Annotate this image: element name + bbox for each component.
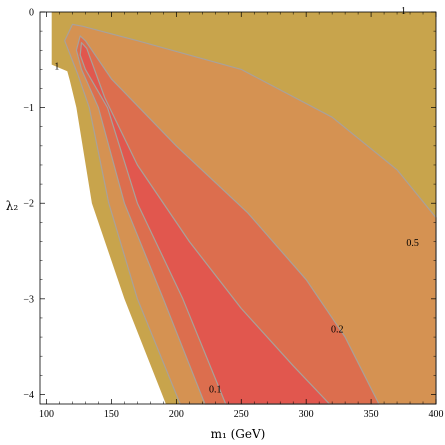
y-axis-ticks: 0 −1 −2 −3 −4 [23,8,436,401]
x-tick-label: 300 [299,409,314,420]
contour-labels: 1 1 0.5 0.2 0.1 [54,6,418,396]
x-tick-label: 350 [364,409,379,420]
contour-label: 0.5 [406,238,419,249]
x-axis-ticks: 100 150 200 250 300 350 400 [39,12,444,420]
contour-regions [51,12,437,405]
contour-label: 1 [54,61,59,72]
y-tick-label: −1 [23,103,34,114]
plot-frame [39,11,437,405]
y-tick-label: −4 [23,390,34,401]
y-tick-label: −3 [23,294,34,305]
x-tick-label: 250 [234,409,249,420]
x-tick-label: 150 [104,409,119,420]
contour-region-0-1 [79,41,331,405]
contour-label: 0.2 [331,324,344,335]
y-tick-label: 0 [29,8,34,19]
contour-region-0-2 [75,35,380,405]
y-tick-label: −2 [23,199,34,210]
x-axis-label: m₁ (GeV) [211,427,266,441]
contour-label: 1 [401,6,406,17]
x-tick-label: 100 [39,409,54,420]
contour-label: 0.1 [209,385,222,396]
y-axis-label: λ₂ [6,199,19,213]
x-tick-label: 400 [429,409,444,420]
x-tick-label: 200 [169,409,184,420]
